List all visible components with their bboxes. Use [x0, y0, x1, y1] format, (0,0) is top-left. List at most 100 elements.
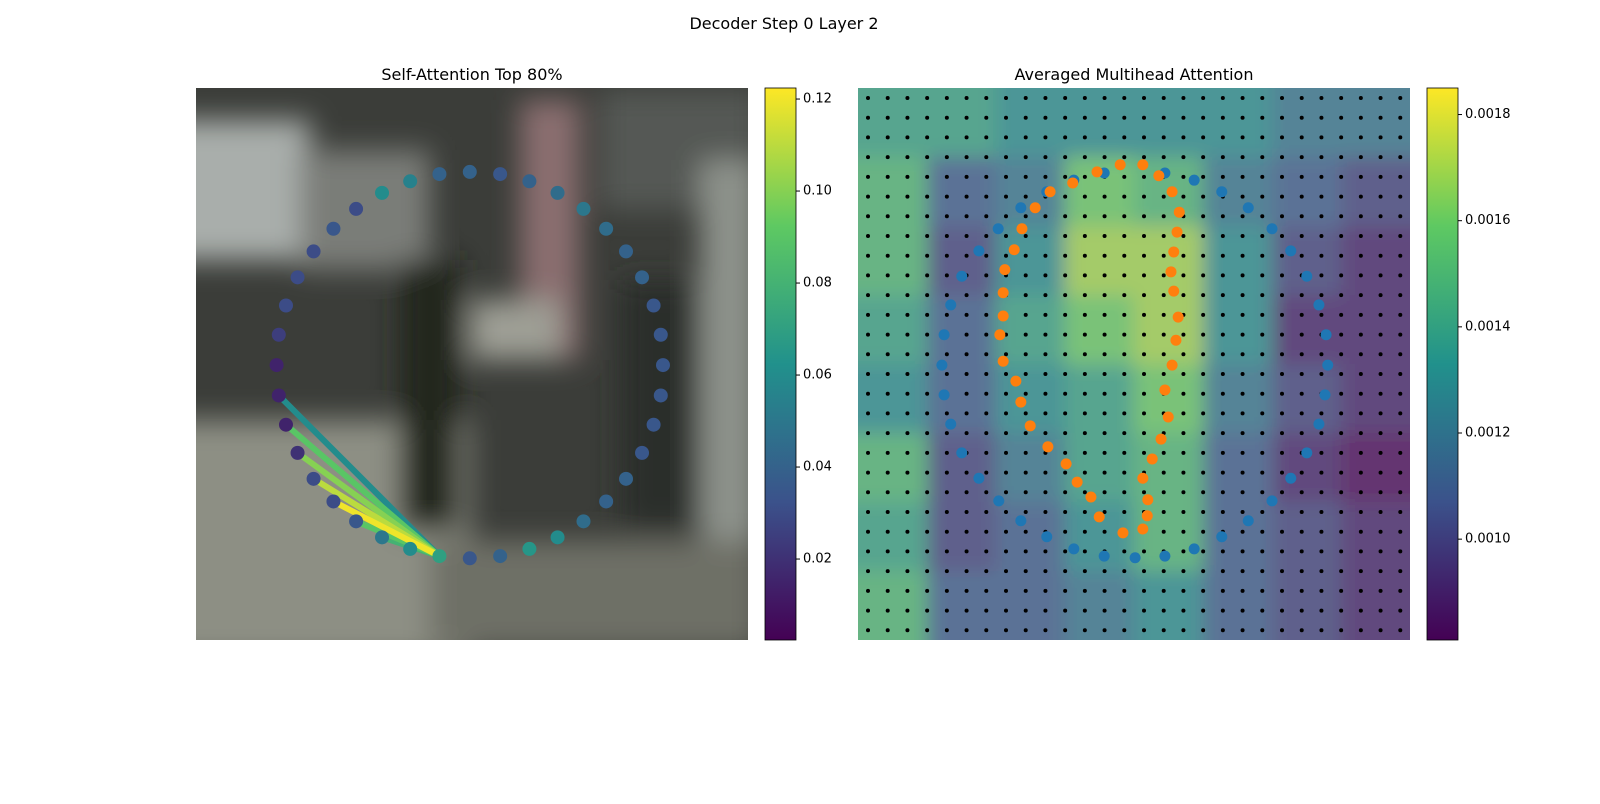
reference-dot: [1378, 135, 1383, 140]
heatmap-cell: [1341, 226, 1410, 296]
reference-dot: [1161, 312, 1166, 317]
reference-dot: [885, 253, 890, 258]
reference-dot: [1102, 450, 1107, 455]
reference-dot: [1142, 332, 1146, 337]
reference-dot: [866, 569, 870, 574]
point: [999, 264, 1011, 276]
reference-dot: [984, 411, 989, 416]
reference-dot: [1299, 391, 1304, 396]
reference-dot: [1299, 293, 1304, 298]
reference-dot: [1280, 569, 1284, 574]
reference-dot: [1201, 234, 1206, 238]
point: [326, 221, 341, 236]
heatmap-cell: [1341, 364, 1410, 434]
reference-dot: [1280, 312, 1284, 317]
reference-dot: [1240, 411, 1245, 416]
heatmap: [858, 88, 1410, 640]
reference-dot: [1201, 529, 1206, 534]
reference-dot: [964, 569, 969, 574]
reference-dot: [984, 273, 989, 278]
reference-dot: [1398, 431, 1403, 436]
point: [635, 270, 650, 285]
reference-dot: [1378, 194, 1383, 199]
reference-dot: [1260, 135, 1265, 140]
reference-dot: [1043, 312, 1048, 317]
reference-dot: [1240, 372, 1245, 376]
reference-dot: [1339, 174, 1344, 179]
reference-dot: [1004, 352, 1008, 357]
point: [1166, 186, 1178, 198]
reference-dot: [1358, 214, 1363, 219]
reference-dot: [984, 174, 989, 179]
reference-dot: [1358, 529, 1363, 534]
reference-dot: [1398, 115, 1403, 120]
subplot-title: Averaged Multihead Attention: [1015, 65, 1254, 84]
reference-dot: [1004, 628, 1008, 633]
point: [375, 185, 390, 200]
reference-dot: [1240, 194, 1245, 199]
reference-dot: [1142, 372, 1146, 376]
reference-dot: [1082, 628, 1087, 633]
reference-dot: [1082, 155, 1087, 160]
reference-dot: [1339, 450, 1344, 455]
reference-dot: [1220, 214, 1225, 219]
reference-dot: [944, 352, 949, 357]
heatmap-cell: [1341, 88, 1410, 158]
reference-dot: [1358, 569, 1363, 574]
reference-dot: [1063, 234, 1068, 238]
reference-dot: [1122, 352, 1127, 357]
reference-dot: [984, 450, 989, 455]
reference-dot: [984, 628, 989, 633]
reference-dot: [1082, 194, 1087, 199]
reference-dot: [1299, 411, 1304, 416]
reference-dot: [1358, 628, 1363, 633]
reference-dot: [1280, 253, 1284, 258]
point: [936, 359, 948, 371]
reference-dot: [1004, 510, 1008, 514]
reference-dot: [1023, 155, 1028, 160]
colorbar-tick-label: 0.0012: [1465, 426, 1511, 441]
reference-dot: [885, 569, 890, 574]
reference-dot: [1142, 450, 1146, 455]
reference-dot: [1201, 391, 1206, 396]
reference-dot: [905, 312, 910, 317]
reference-dot: [1358, 273, 1363, 278]
point: [1165, 266, 1177, 278]
reference-dot: [1063, 194, 1068, 199]
reference-dot: [1319, 155, 1324, 160]
reference-dot: [866, 450, 870, 455]
reference-dot: [1240, 588, 1245, 593]
heatmap-cell: [996, 226, 1066, 296]
reference-dot: [1358, 115, 1363, 120]
reference-dot: [1260, 569, 1265, 574]
point: [1285, 245, 1297, 257]
reference-dot: [1240, 135, 1245, 140]
reference-dot: [1240, 450, 1245, 455]
point: [1044, 186, 1056, 198]
reference-dot: [1378, 96, 1383, 100]
reference-dot: [1023, 391, 1028, 396]
reference-dot: [1181, 273, 1186, 278]
reference-dot: [866, 155, 870, 160]
reference-dot: [1142, 253, 1146, 258]
reference-dot: [905, 332, 910, 337]
reference-dot: [1023, 431, 1028, 436]
heatmap-cell: [858, 88, 928, 158]
point: [493, 549, 508, 564]
reference-dot: [1299, 588, 1304, 593]
reference-dot: [1339, 549, 1344, 554]
reference-dot: [1004, 391, 1008, 396]
point: [1266, 223, 1278, 235]
reference-dot: [1004, 431, 1008, 436]
reference-dot: [944, 510, 949, 514]
reference-dot: [1063, 608, 1068, 613]
reference-dot: [885, 510, 890, 514]
reference-dot: [866, 588, 870, 593]
point: [1041, 531, 1053, 543]
reference-dot: [1378, 332, 1383, 337]
reference-dot: [1280, 135, 1284, 140]
reference-dot: [1220, 608, 1225, 613]
reference-dot: [905, 194, 910, 199]
reference-dot: [1299, 312, 1304, 317]
